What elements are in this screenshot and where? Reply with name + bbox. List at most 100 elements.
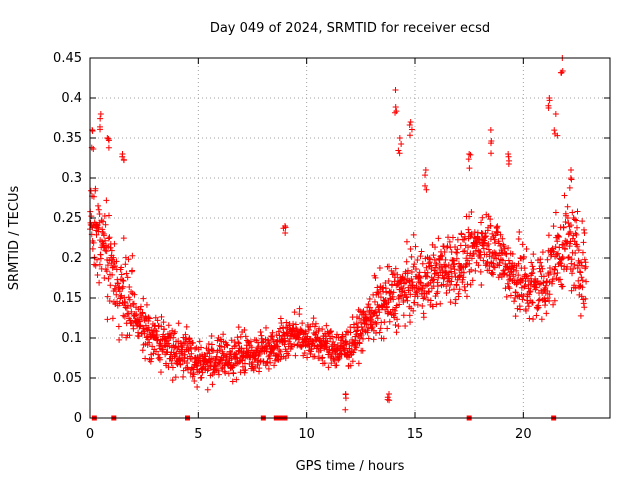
data-point bbox=[358, 332, 365, 339]
data-point bbox=[498, 247, 505, 254]
data-point bbox=[165, 340, 172, 347]
data-point bbox=[188, 356, 195, 363]
data-point bbox=[202, 353, 209, 360]
data-point bbox=[519, 241, 526, 248]
data-point bbox=[110, 254, 117, 261]
data-point bbox=[227, 350, 234, 357]
data-point bbox=[448, 278, 455, 285]
data-point bbox=[355, 360, 362, 367]
data-point bbox=[559, 241, 566, 248]
data-point bbox=[512, 313, 519, 320]
data-point bbox=[93, 231, 100, 238]
data-point bbox=[427, 297, 434, 304]
data-point bbox=[552, 111, 559, 117]
data-point bbox=[583, 278, 590, 285]
data-point bbox=[146, 339, 153, 346]
data-point bbox=[373, 312, 380, 319]
data-point bbox=[124, 274, 131, 281]
data-point bbox=[432, 293, 439, 300]
data-point bbox=[441, 248, 448, 255]
data-point bbox=[149, 331, 156, 338]
data-point bbox=[137, 322, 144, 329]
data-point bbox=[385, 299, 392, 306]
data-point bbox=[456, 273, 463, 280]
data-point bbox=[407, 119, 414, 125]
data-point bbox=[387, 290, 394, 297]
data-point bbox=[356, 315, 363, 322]
data-point bbox=[509, 250, 516, 257]
data-point bbox=[406, 132, 413, 139]
data-point bbox=[519, 296, 526, 303]
data-point bbox=[184, 342, 191, 349]
data-point bbox=[352, 328, 359, 335]
data-point bbox=[136, 318, 143, 325]
data-point bbox=[571, 216, 578, 223]
data-point bbox=[546, 97, 553, 104]
y-tick-label: 0 bbox=[74, 411, 82, 426]
data-point bbox=[392, 265, 399, 272]
data-point bbox=[347, 362, 354, 369]
data-point bbox=[503, 293, 510, 300]
data-point bbox=[543, 310, 550, 317]
data-point bbox=[120, 283, 127, 290]
data-point bbox=[364, 329, 371, 336]
y-tick-label: 0.4 bbox=[61, 91, 82, 106]
data-point bbox=[372, 308, 379, 315]
data-point bbox=[570, 265, 577, 272]
data-point bbox=[536, 296, 543, 303]
data-point bbox=[175, 320, 182, 327]
data-point bbox=[490, 260, 497, 267]
data-point bbox=[527, 288, 534, 295]
data-point bbox=[391, 307, 398, 314]
data-point bbox=[414, 257, 421, 264]
data-point bbox=[464, 257, 471, 264]
data-point bbox=[92, 185, 99, 192]
data-point bbox=[453, 282, 460, 289]
data-point bbox=[453, 249, 460, 256]
data-point bbox=[417, 279, 424, 286]
data-point bbox=[496, 259, 503, 266]
data-point bbox=[327, 328, 334, 335]
data-point bbox=[497, 231, 504, 238]
data-point bbox=[318, 355, 325, 362]
data-point bbox=[465, 244, 472, 251]
data-point bbox=[494, 223, 501, 230]
data-point bbox=[198, 374, 205, 381]
data-point bbox=[95, 202, 102, 209]
data-point bbox=[97, 126, 104, 133]
data-point bbox=[544, 295, 551, 302]
data-point bbox=[426, 289, 433, 296]
data-point bbox=[194, 363, 201, 370]
data-point bbox=[218, 343, 225, 350]
data-point bbox=[430, 276, 437, 283]
data-point bbox=[555, 250, 561, 257]
data-point bbox=[101, 275, 108, 282]
data-point bbox=[270, 338, 277, 345]
data-point bbox=[347, 329, 354, 336]
data-point bbox=[540, 273, 547, 280]
data-point bbox=[319, 326, 326, 333]
data-point bbox=[307, 350, 314, 357]
data-point bbox=[538, 316, 545, 323]
data-point bbox=[181, 351, 188, 358]
data-point bbox=[400, 285, 407, 292]
data-point bbox=[559, 283, 566, 290]
data-point bbox=[118, 264, 125, 271]
data-point bbox=[308, 345, 315, 352]
data-point bbox=[122, 298, 129, 305]
data-point bbox=[100, 218, 106, 225]
data-point bbox=[269, 333, 275, 340]
data-point bbox=[97, 115, 104, 122]
data-point bbox=[568, 256, 575, 263]
data-point bbox=[569, 270, 576, 277]
data-point bbox=[156, 356, 163, 363]
data-point bbox=[343, 341, 350, 348]
data-point bbox=[423, 186, 430, 193]
data-point bbox=[512, 289, 519, 296]
data-point bbox=[126, 332, 133, 339]
data-point bbox=[111, 262, 118, 269]
data-point bbox=[558, 262, 565, 269]
data-point bbox=[282, 229, 289, 236]
data-point bbox=[188, 350, 195, 357]
data-point bbox=[92, 262, 99, 269]
